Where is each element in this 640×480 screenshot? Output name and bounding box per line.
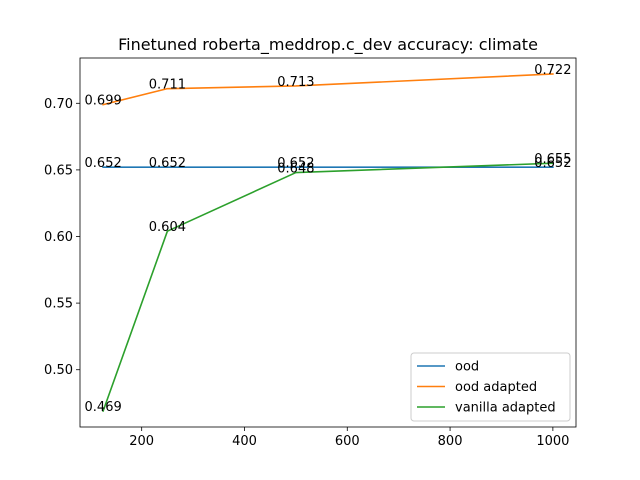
data-label-ood-2: 0.652 [277,156,314,171]
data-label-ood-adapted-2: 0.713 [277,75,314,90]
data-label-vanilla-adapted-0: 0.469 [85,400,122,415]
x-tick-label-4: 1000 [536,434,569,449]
legend-label-vanilla-adapted: vanilla adapted [455,401,556,416]
y-tick-label-1: 0.55 [44,297,73,312]
y-tick-label-2: 0.60 [44,230,73,245]
chart-title: Finetuned roberta_meddrop.c_dev accuracy… [118,35,538,55]
legend-box [410,352,571,422]
y-tick-label-3: 0.65 [44,163,73,178]
data-labels-layer: 0.652 0.652 0.652 0.652 0.699 0.711 0.713 0.722… [85,63,572,415]
legend: ood ood adapted vanilla adapted [410,352,571,422]
data-label-ood-adapted-0: 0.699 [85,94,122,109]
data-label-vanilla-adapted-3: 0.655 [534,152,571,167]
data-label-ood-0: 0.652 [85,156,122,171]
y-tick-label-0: 0.50 [44,363,73,378]
x-tick-label-1: 400 [232,434,257,449]
x-tick-label-2: 600 [335,434,360,449]
data-label-ood-3: 0.652 [534,156,571,171]
data-label-ood-adapted-1: 0.711 [149,78,186,93]
series-layer [102,73,554,413]
x-tick-label-0: 200 [129,434,154,449]
series-line-vanilla-adapted [102,162,554,413]
x-tick-label-3: 800 [438,434,463,449]
series-line-ood-adapted [102,73,554,106]
y-tick-label-4: 0.70 [44,97,73,112]
legend-label-ood: ood [455,360,479,375]
axes-layer: 200 400 600 800 1000 0.50 0.55 0.60 0.65 0.70 [44,57,577,449]
data-label-ood-1: 0.652 [149,156,186,171]
legend-label-ood-adapted: ood adapted [455,380,537,395]
axes-frame [79,57,577,428]
data-label-ood-adapted-3: 0.722 [534,63,571,78]
data-label-vanilla-adapted-1: 0.604 [149,220,186,235]
data-label-vanilla-adapted-2: 0.648 [277,162,314,177]
